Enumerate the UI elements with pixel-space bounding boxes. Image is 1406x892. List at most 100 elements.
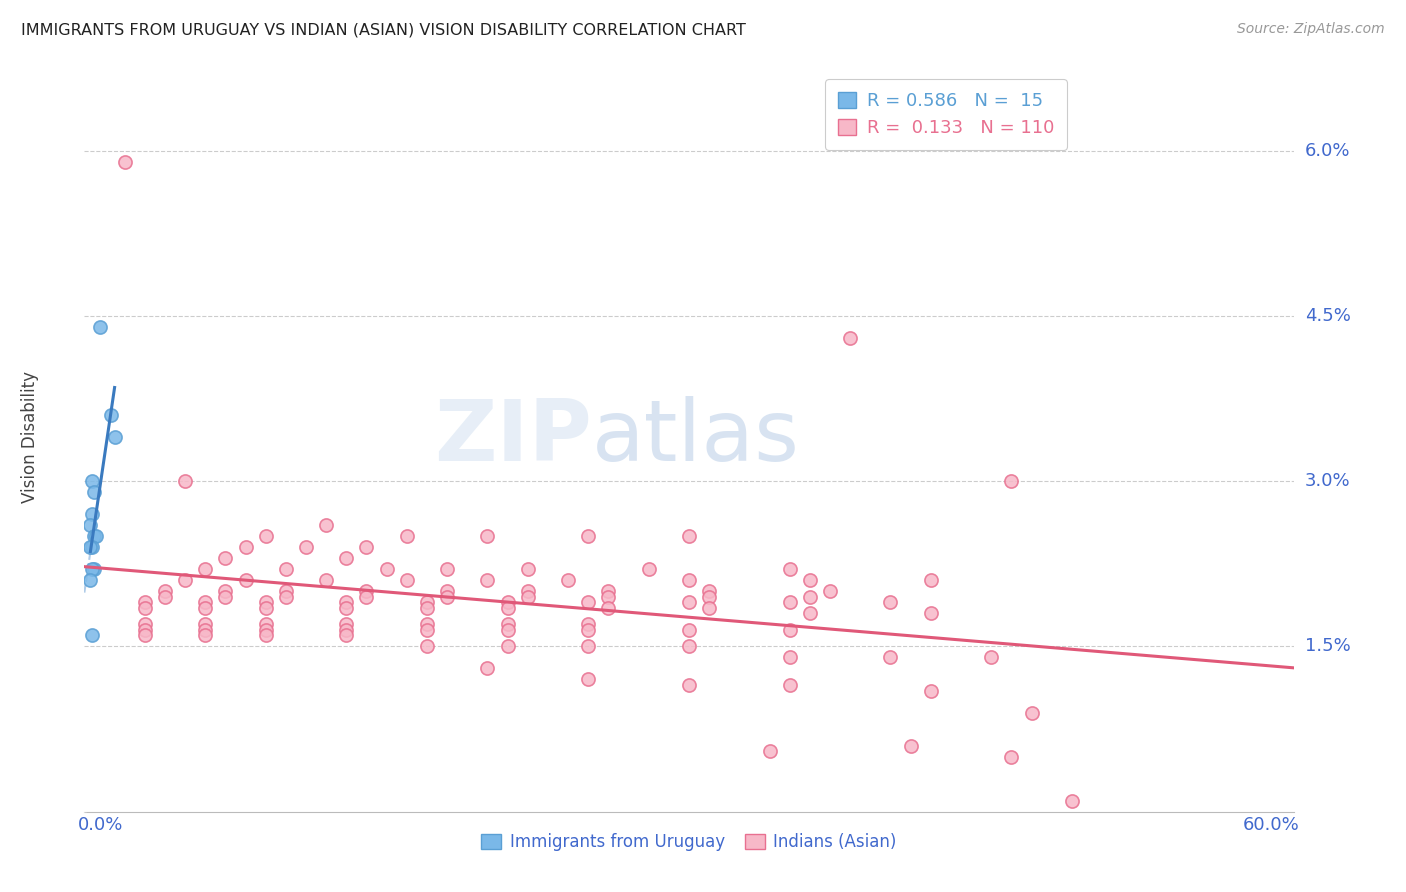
Point: [697, 590, 720, 604]
Point: [214, 584, 236, 599]
Text: 0.0%: 0.0%: [79, 816, 124, 834]
Point: [375, 562, 398, 576]
Point: [799, 574, 821, 588]
Point: [678, 678, 700, 692]
Point: [779, 650, 801, 665]
Point: [900, 739, 922, 753]
Point: [637, 562, 659, 576]
Point: [335, 628, 357, 642]
Point: [477, 661, 499, 675]
Point: [134, 600, 156, 615]
Point: [920, 683, 942, 698]
Point: [235, 574, 257, 588]
Text: IMMIGRANTS FROM URUGUAY VS INDIAN (ASIAN) VISION DISABILITY CORRELATION CHART: IMMIGRANTS FROM URUGUAY VS INDIAN (ASIAN…: [21, 22, 747, 37]
Point: [254, 617, 277, 632]
Point: [194, 600, 217, 615]
Text: Vision Disability: Vision Disability: [21, 371, 39, 503]
Text: 1.5%: 1.5%: [1305, 638, 1350, 656]
Point: [598, 584, 620, 599]
Point: [416, 640, 439, 654]
Point: [576, 673, 599, 687]
Point: [315, 574, 337, 588]
Point: [758, 744, 780, 758]
Point: [779, 623, 801, 637]
Point: [295, 541, 318, 555]
Point: [436, 562, 458, 576]
Point: [174, 474, 197, 488]
Point: [678, 623, 700, 637]
Point: [436, 590, 458, 604]
Text: Source: ZipAtlas.com: Source: ZipAtlas.com: [1237, 22, 1385, 37]
Point: [194, 562, 217, 576]
Point: [153, 590, 176, 604]
Point: [416, 617, 439, 632]
Text: atlas: atlas: [592, 395, 800, 479]
Point: [194, 617, 217, 632]
Point: [799, 590, 821, 604]
Point: [1060, 794, 1083, 808]
Point: [496, 623, 519, 637]
Point: [356, 541, 378, 555]
Point: [82, 474, 104, 488]
Point: [1000, 749, 1022, 764]
Point: [254, 529, 277, 543]
Point: [315, 518, 337, 533]
Point: [477, 574, 499, 588]
Point: [194, 623, 217, 637]
Point: [82, 562, 104, 576]
Point: [779, 678, 801, 692]
Text: 60.0%: 60.0%: [1243, 816, 1299, 834]
Legend: Immigrants from Uruguay, Indians (Asian): Immigrants from Uruguay, Indians (Asian): [472, 825, 905, 860]
Point: [174, 574, 197, 588]
Point: [114, 154, 136, 169]
Point: [356, 590, 378, 604]
Point: [779, 562, 801, 576]
Point: [496, 617, 519, 632]
Point: [678, 595, 700, 609]
Point: [980, 650, 1002, 665]
Point: [598, 590, 620, 604]
Point: [134, 595, 156, 609]
Point: [274, 562, 297, 576]
Point: [678, 529, 700, 543]
Point: [79, 518, 101, 533]
Point: [83, 562, 105, 576]
Point: [920, 607, 942, 621]
Point: [79, 541, 101, 555]
Point: [416, 595, 439, 609]
Text: 4.5%: 4.5%: [1305, 307, 1351, 325]
Point: [134, 623, 156, 637]
Point: [477, 529, 499, 543]
Point: [697, 600, 720, 615]
Point: [254, 623, 277, 637]
Point: [496, 595, 519, 609]
Point: [395, 574, 418, 588]
Point: [839, 331, 862, 345]
Point: [879, 650, 901, 665]
Point: [576, 595, 599, 609]
Point: [86, 529, 108, 543]
Point: [920, 574, 942, 588]
Point: [335, 595, 357, 609]
Point: [335, 617, 357, 632]
Point: [89, 319, 111, 334]
Point: [576, 623, 599, 637]
Point: [697, 584, 720, 599]
Point: [779, 595, 801, 609]
Point: [678, 640, 700, 654]
Point: [194, 595, 217, 609]
Point: [879, 595, 901, 609]
Point: [335, 551, 357, 566]
Point: [799, 607, 821, 621]
Point: [82, 628, 104, 642]
Point: [678, 574, 700, 588]
Point: [335, 623, 357, 637]
Point: [416, 600, 439, 615]
Point: [235, 541, 257, 555]
Point: [436, 584, 458, 599]
Point: [153, 584, 176, 599]
Point: [254, 600, 277, 615]
Point: [356, 584, 378, 599]
Point: [214, 551, 236, 566]
Point: [83, 529, 105, 543]
